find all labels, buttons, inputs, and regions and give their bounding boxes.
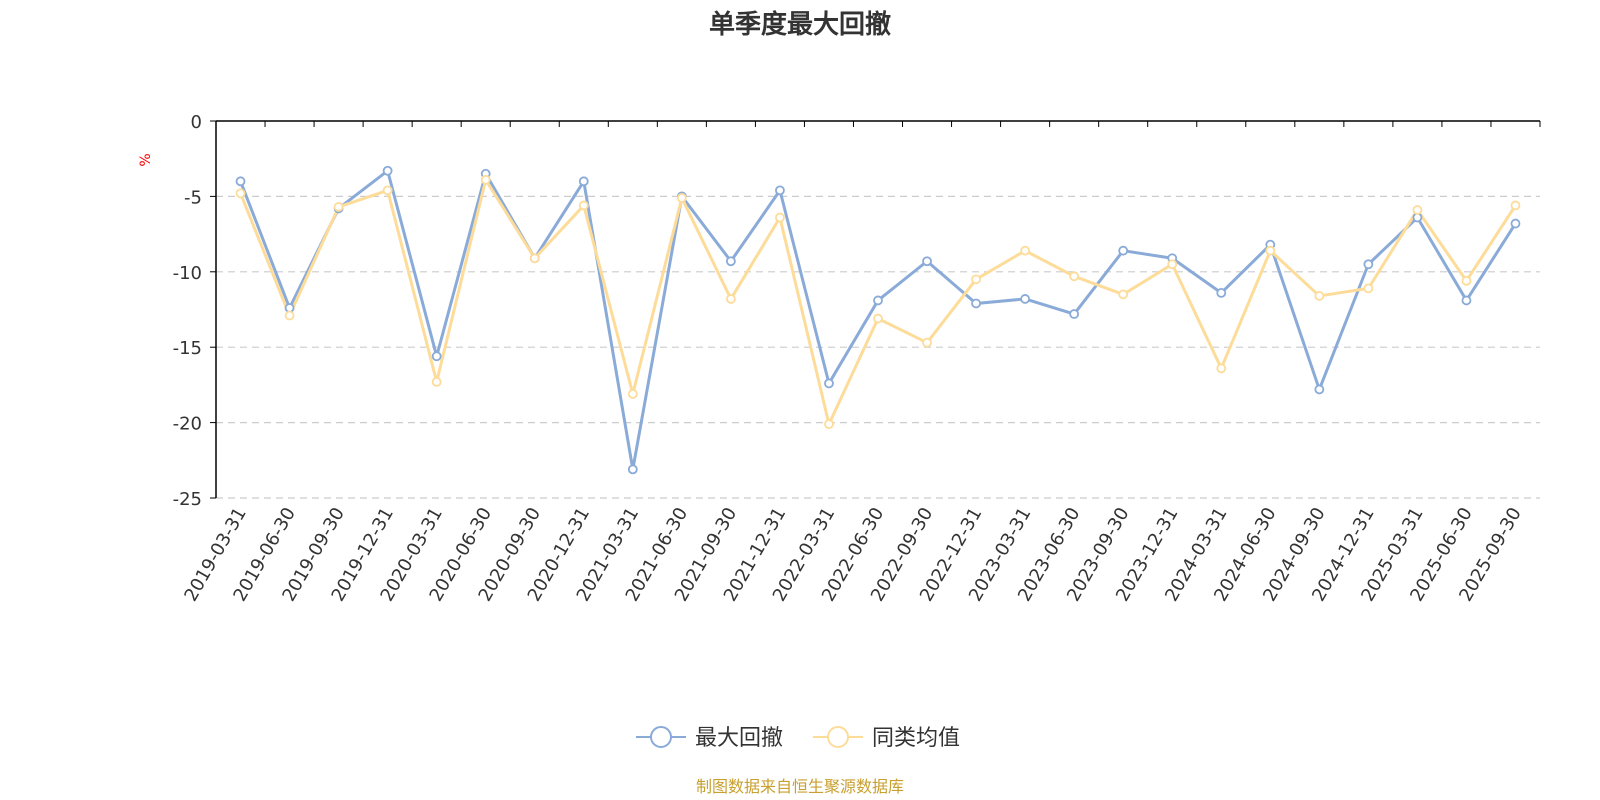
data-point-1[interactable]	[1510, 200, 1521, 211]
data-point-0[interactable]	[725, 256, 736, 267]
data-point-0[interactable]	[1020, 294, 1031, 304]
data-point-1[interactable]	[284, 310, 295, 321]
data-point-0[interactable]	[1363, 259, 1374, 270]
data-point-0[interactable]	[1510, 218, 1521, 229]
series-lines	[235, 165, 1521, 475]
data-point-1[interactable]	[1412, 205, 1423, 215]
data-point-0[interactable]	[971, 298, 981, 309]
y-tick-label: -15	[173, 338, 202, 359]
data-point-1[interactable]	[824, 419, 834, 430]
data-point-0[interactable]	[1069, 309, 1080, 319]
source-note: 制图数据来自恒生聚源数据库	[696, 777, 904, 796]
data-point-0[interactable]	[431, 351, 442, 362]
data-point-1[interactable]	[922, 337, 932, 348]
data-point-0[interactable]	[1118, 245, 1129, 256]
data-point-0[interactable]	[1216, 288, 1227, 298]
data-point-0[interactable]	[578, 176, 589, 187]
y-axis-unit: %	[138, 153, 154, 166]
data-point-1[interactable]	[529, 253, 540, 264]
y-tick-label: 0	[191, 112, 202, 133]
data-point-0[interactable]	[1461, 295, 1472, 306]
data-point-1[interactable]	[971, 274, 981, 285]
data-point-1[interactable]	[1167, 259, 1178, 270]
data-point-1[interactable]	[1363, 283, 1374, 294]
data-point-1[interactable]	[725, 294, 736, 304]
data-point-0[interactable]	[775, 185, 785, 196]
data-point-1[interactable]	[1069, 271, 1080, 282]
legend-marker-max-drawdown	[650, 726, 672, 748]
data-point-1[interactable]	[1020, 245, 1031, 256]
legend-label-max-drawdown: 最大回撤	[695, 726, 783, 751]
legend-item-max-drawdown[interactable]: 最大回撤	[636, 726, 783, 751]
data-point-1[interactable]	[333, 202, 344, 212]
axes: 0-5-10-15-20-252019-03-312019-06-302019-…	[173, 112, 1541, 605]
data-point-1[interactable]	[1461, 275, 1472, 286]
data-point-1[interactable]	[480, 174, 491, 185]
data-point-1[interactable]	[873, 313, 883, 324]
data-point-0[interactable]	[1314, 384, 1325, 395]
data-point-0[interactable]	[235, 176, 246, 187]
data-point-1[interactable]	[775, 212, 785, 223]
legend-marker-peer-average	[827, 726, 849, 748]
data-point-0[interactable]	[922, 256, 932, 267]
data-point-1[interactable]	[1314, 291, 1325, 301]
grid-lines	[216, 195, 1540, 499]
legend: 最大回撤 同类均值	[636, 726, 960, 751]
data-point-0[interactable]	[824, 378, 834, 389]
data-point-0[interactable]	[627, 464, 638, 475]
data-point-1[interactable]	[1216, 363, 1227, 374]
data-point-1[interactable]	[235, 188, 246, 199]
legend-item-peer-average[interactable]: 同类均值	[813, 726, 960, 751]
data-point-0[interactable]	[382, 165, 393, 176]
data-point-0[interactable]	[873, 295, 883, 306]
y-tick-label: -5	[184, 187, 202, 208]
y-tick-label: -20	[173, 414, 202, 435]
data-point-1[interactable]	[676, 193, 687, 203]
data-point-1[interactable]	[578, 200, 589, 211]
data-point-1[interactable]	[382, 185, 393, 196]
chart-title: 单季度最大回撤	[709, 9, 891, 40]
data-point-1[interactable]	[1118, 289, 1129, 300]
y-tick-label: -25	[173, 489, 202, 510]
data-point-1[interactable]	[627, 389, 638, 399]
y-tick-label: -10	[173, 263, 202, 284]
legend-label-peer-average: 同类均值	[872, 726, 960, 751]
data-point-1[interactable]	[431, 376, 442, 387]
data-point-1[interactable]	[1265, 245, 1276, 256]
